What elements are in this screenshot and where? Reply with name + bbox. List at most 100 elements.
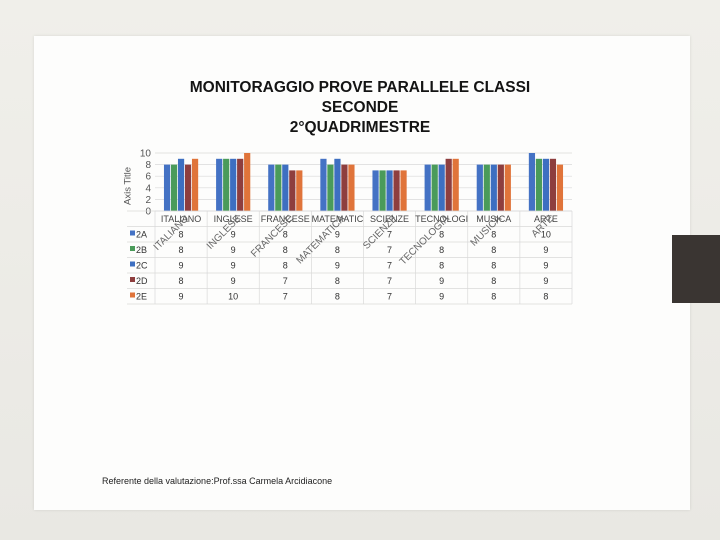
bar [191, 158, 199, 211]
bar [237, 158, 244, 211]
legend-label: 2E [136, 292, 147, 302]
bar [497, 164, 504, 211]
bar [223, 158, 230, 211]
table-value: 9 [231, 230, 236, 240]
bar [320, 158, 327, 211]
category-header: SCIENZE [370, 214, 409, 224]
table-value: 9 [231, 245, 236, 255]
category-header: INGLESE [214, 214, 253, 224]
table-value: 9 [543, 245, 548, 255]
table-value: 8 [283, 230, 288, 240]
table-value: 8 [439, 245, 444, 255]
bar [542, 158, 550, 211]
bar [504, 164, 511, 211]
bar [490, 164, 497, 211]
bar [424, 164, 431, 211]
bar [476, 164, 483, 211]
table-value: 9 [231, 276, 236, 286]
legend-label: 2D [136, 276, 148, 286]
table-value: 7 [283, 292, 288, 302]
table-value: 9 [231, 261, 236, 271]
bar [170, 164, 178, 211]
table-value: 8 [543, 292, 548, 302]
table-value: 9 [335, 261, 340, 271]
bar [549, 158, 557, 211]
bar [327, 164, 334, 211]
table-value: 7 [387, 230, 392, 240]
table-value: 7 [283, 276, 288, 286]
bar [275, 164, 282, 211]
table-value: 8 [283, 245, 288, 255]
table-value: 8 [491, 230, 496, 240]
bar [268, 164, 275, 211]
table-value: 8 [179, 230, 184, 240]
y-tick-label: 6 [145, 172, 151, 183]
credit-text: Referente della valutazione:Prof.ssa Car… [102, 476, 333, 486]
legend-label: 2B [136, 245, 147, 255]
legend-label: 2A [136, 230, 147, 240]
bar [230, 158, 237, 211]
title-line-1: MONITORAGGIO PROVE PARALLELE CLASSI [189, 79, 531, 96]
table-value: 8 [283, 261, 288, 271]
bar [341, 164, 348, 211]
category-header: TECNOLOGI [415, 214, 468, 224]
category-header: FRANCESE [261, 214, 310, 224]
bar [177, 158, 185, 211]
bar [289, 170, 296, 211]
table-value: 9 [543, 261, 548, 271]
bar [372, 170, 379, 211]
table-value: 10 [541, 230, 551, 240]
table-value: 8 [335, 276, 340, 286]
table-value: 9 [179, 292, 184, 302]
y-tick-label: 8 [145, 160, 151, 171]
bar [244, 153, 251, 211]
category-header: ITALIANO [161, 214, 201, 224]
y-tick-label: 2 [145, 195, 151, 206]
title-line-2: SECONDE [321, 99, 399, 116]
bar [528, 153, 536, 211]
bar [393, 170, 400, 211]
table-value: 7 [387, 261, 392, 271]
bar [400, 170, 407, 211]
table-value: 9 [543, 276, 548, 286]
table-value: 8 [335, 245, 340, 255]
legend-swatch [130, 261, 135, 267]
bar [431, 164, 438, 211]
bar [445, 158, 452, 211]
table-value: 8 [179, 245, 184, 255]
legend-swatch [130, 277, 135, 282]
table-value: 8 [439, 261, 444, 271]
bar [163, 164, 171, 211]
table-value: 8 [491, 261, 496, 271]
table-value: 9 [439, 276, 444, 286]
bar [282, 164, 289, 211]
table-value: 8 [179, 276, 184, 286]
category-header: ARTE [534, 214, 558, 224]
table-value: 9 [335, 230, 340, 240]
table-value: 8 [491, 292, 496, 302]
table-value: 9 [179, 261, 184, 271]
table-value: 8 [439, 230, 444, 240]
table-value: 7 [387, 245, 392, 255]
bar [556, 164, 564, 211]
legend-swatch [130, 292, 135, 298]
table-value: 7 [387, 276, 392, 286]
legend-swatch [130, 230, 135, 236]
table-value: 8 [491, 276, 496, 286]
chart-title: MONITORAGGIO PROVE PARALLELE CLASSI SECO… [150, 78, 570, 138]
legend-label: 2C [136, 261, 148, 271]
category-header: MATEMATIC [312, 214, 364, 224]
bar [386, 170, 393, 211]
table-value: 8 [335, 292, 340, 302]
bar [348, 164, 355, 211]
table-value: 10 [228, 292, 238, 302]
table-value: 7 [387, 292, 392, 302]
bar [483, 164, 490, 211]
bar [334, 158, 341, 211]
y-tick-label: 0 [145, 207, 151, 218]
y-tick-label: 10 [140, 149, 152, 160]
title-line-3: 2°QUADRIMESTRE [289, 119, 431, 136]
bar [379, 170, 386, 211]
bar [216, 158, 223, 211]
bar [438, 164, 445, 211]
